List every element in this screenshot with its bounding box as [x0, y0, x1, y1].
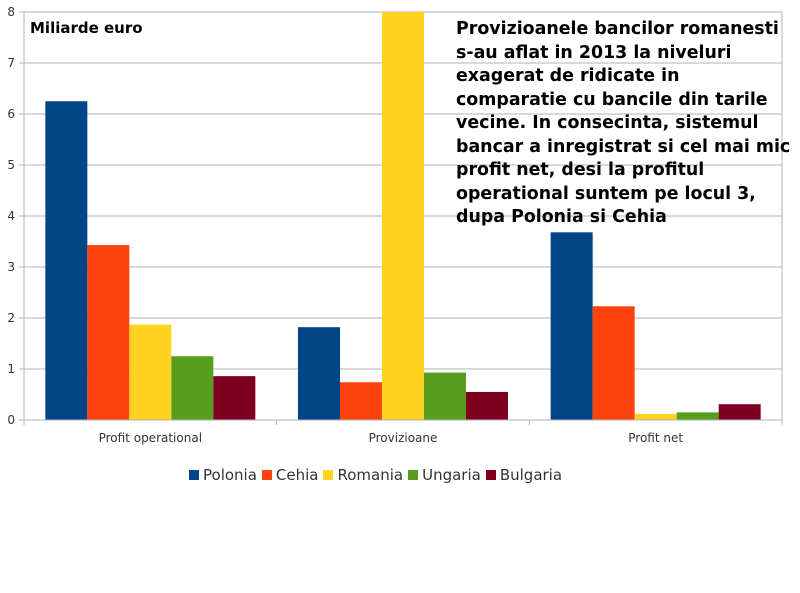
bar-romania-profit-operational	[129, 324, 172, 420]
bar-ungaria-profit-operational	[171, 356, 214, 420]
x-tick-label: Provizioane	[369, 431, 438, 445]
bar-romania-provizioane	[382, 12, 424, 420]
y-tick-label: 6	[7, 107, 15, 121]
y-tick-label: 7	[7, 56, 15, 70]
legend-swatch	[408, 470, 419, 480]
legend-item: Bulgaria	[485, 466, 563, 484]
legend-item: Romania	[323, 466, 403, 484]
legend: Polonia Cehia Romania Ungaria Bulgaria	[189, 466, 567, 484]
legend-swatch	[323, 470, 334, 480]
legend-swatch	[189, 470, 199, 480]
bar-bulgaria-provizioane	[466, 391, 508, 420]
y-tick-label: 1	[7, 362, 15, 376]
x-axis: Profit operational Provizioane Profit net	[23, 419, 783, 445]
bar-ungaria-provizioane	[424, 372, 466, 420]
y-tick-label: 0	[7, 413, 15, 427]
legend-label: Cehia	[275, 466, 319, 484]
bar-ungaria-profit-net	[676, 412, 719, 420]
bar-cehia-profit-net	[592, 306, 635, 420]
y-tick-label: 5	[7, 158, 15, 172]
chart-annotation: Provizioanele bancilor romanesti s-au af…	[456, 19, 791, 227]
bars	[45, 12, 761, 420]
x-tick-label: Profit operational	[99, 431, 202, 445]
legend-label: Polonia	[203, 466, 257, 484]
legend-label: Ungaria	[422, 466, 481, 484]
legend-item: Polonia	[189, 466, 257, 484]
legend-swatch	[261, 470, 272, 480]
legend-swatch	[485, 470, 496, 480]
legend-item: Ungaria	[408, 466, 481, 484]
unit-label: Miliarde euro	[30, 19, 143, 37]
y-tick-label: 2	[7, 311, 15, 325]
y-tick-label: 3	[7, 260, 15, 274]
bar-bulgaria-profit-operational	[213, 376, 256, 420]
legend-label: Romania	[337, 466, 404, 484]
y-axis-ticks: 0 1 2 3 4 5 6 7 8	[7, 5, 15, 427]
bar-polonia-provizioane	[298, 327, 340, 420]
bar-polonia-profit-operational	[45, 101, 88, 420]
bar-polonia-profit-net	[550, 232, 593, 420]
y-tick-label: 8	[7, 5, 15, 19]
legend-item: Cehia	[261, 466, 319, 484]
bar-cehia-provizioane	[340, 382, 382, 420]
bar-romania-profit-net	[634, 413, 677, 420]
bar-cehia-profit-operational	[87, 245, 130, 420]
bar-bulgaria-profit-net	[718, 404, 761, 420]
legend-label: Bulgaria	[499, 466, 563, 484]
y-tick-label: 4	[7, 209, 15, 223]
x-tick-label: Profit net	[628, 431, 683, 445]
